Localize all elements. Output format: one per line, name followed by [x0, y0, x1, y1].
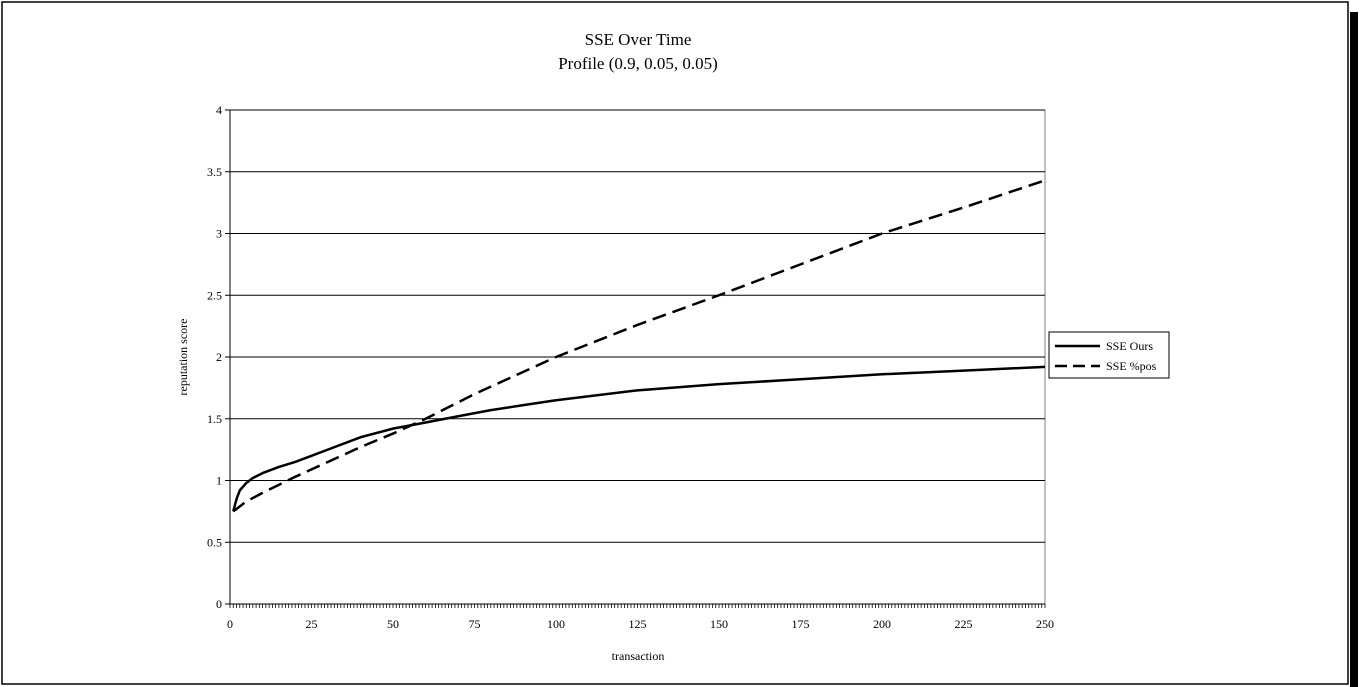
- x-axis-label: transaction: [612, 649, 665, 663]
- y-tick-label: 1: [216, 474, 222, 488]
- x-tick-label: 175: [792, 617, 810, 631]
- x-tick-label: 125: [629, 617, 647, 631]
- y-axis-label: reputation score: [176, 319, 190, 396]
- x-tick-label: 250: [1036, 617, 1054, 631]
- y-tick-label: 0.5: [207, 535, 222, 549]
- x-minor-ticks: [229, 604, 1046, 608]
- legend-box: [1048, 331, 1170, 379]
- plot-area: 0 0.5 1 1.5 2 2.5 3 3.5 4 0 25 50 75 100 125 150 175 200…: [207, 103, 1054, 631]
- chart-subtitle: Profile (0.9, 0.05, 0.05): [558, 54, 718, 73]
- series-lines: [232, 179, 1046, 513]
- y-tick-label: 2: [216, 350, 222, 364]
- x-tick-label: 75: [469, 617, 481, 631]
- y-tick-label: 0: [216, 597, 222, 611]
- x-minor-tick-marks: [229, 604, 1046, 608]
- legend-label-sse-ours: SSE Ours: [1106, 339, 1153, 353]
- x-tick-label: 25: [306, 617, 318, 631]
- legend: SSE Ours SSE %pos: [1048, 331, 1170, 379]
- x-tick-label: 225: [955, 617, 973, 631]
- x-tick-label: 100: [547, 617, 565, 631]
- series-line-sse-ours: [232, 365, 1046, 512]
- y-tick-label: 1.5: [207, 412, 222, 426]
- y-tick-label: 4: [216, 103, 222, 117]
- legend-label-sse-pos: SSE %pos: [1106, 359, 1157, 373]
- series-line-sse-pos: [232, 179, 1046, 513]
- gridlines: [230, 109, 1045, 543]
- y-tick-label: 3: [216, 227, 222, 241]
- x-tick-label: 150: [710, 617, 728, 631]
- page-edge-bar: [1350, 12, 1358, 687]
- chart-title: SSE Over Time: [585, 30, 692, 49]
- y-tick-label: 3.5: [207, 165, 222, 179]
- y-tick-labels: 0 0.5 1 1.5 2 2.5 3 3.5 4: [207, 103, 230, 611]
- y-tick-label: 2.5: [207, 288, 222, 302]
- x-tick-label: 50: [387, 617, 399, 631]
- x-tick-labels: 0 25 50 75 100 125 150 175 200 225 250: [227, 617, 1054, 631]
- x-tick-label: 200: [873, 617, 891, 631]
- x-tick-label: 0: [227, 617, 233, 631]
